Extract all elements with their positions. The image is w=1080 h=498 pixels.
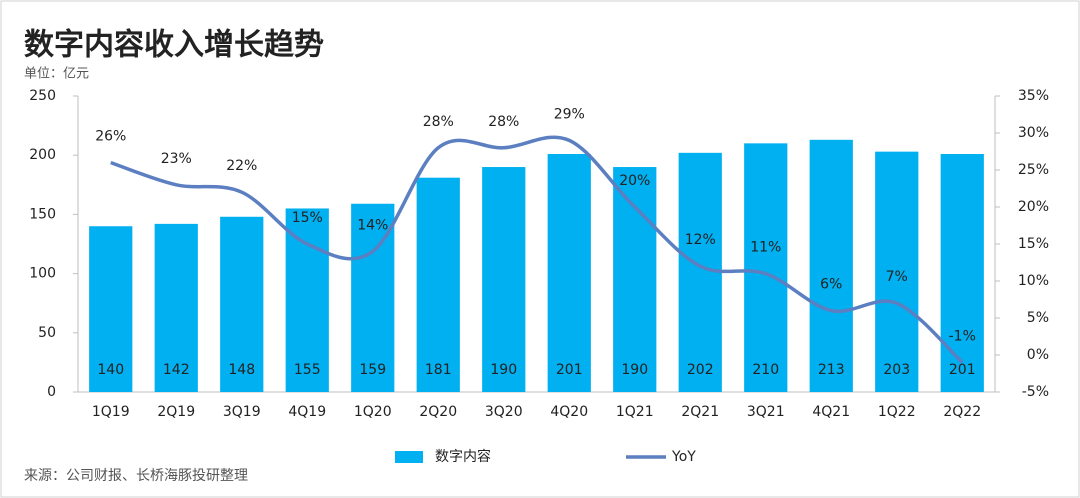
y-tick-label: 200 bbox=[29, 147, 56, 163]
bar-value-label: 190 bbox=[621, 362, 648, 378]
legend-label: 数字内容 bbox=[435, 448, 491, 465]
bar bbox=[875, 151, 919, 392]
bar-value-label: 142 bbox=[163, 362, 190, 378]
bar-value-label: 181 bbox=[425, 362, 452, 378]
bar bbox=[809, 139, 853, 392]
bar-value-label: 210 bbox=[752, 362, 779, 378]
y-tick-label: 0 bbox=[47, 384, 56, 400]
x-tick-label: 4Q19 bbox=[288, 404, 326, 420]
y2-tick-label: 5% bbox=[1027, 310, 1049, 326]
line-value-label: 14% bbox=[357, 217, 388, 233]
line-value-label: 23% bbox=[161, 151, 192, 167]
y-tick-label: 150 bbox=[29, 206, 56, 222]
line-value-label: 26% bbox=[95, 129, 126, 145]
bar-value-label: 148 bbox=[228, 362, 255, 378]
line-value-label: 20% bbox=[619, 173, 650, 189]
bar bbox=[154, 223, 198, 392]
line-value-label: -1% bbox=[949, 328, 976, 344]
x-tick-label: 3Q20 bbox=[485, 404, 523, 420]
line-value-label: 28% bbox=[488, 114, 519, 130]
bar-value-label: 213 bbox=[818, 362, 845, 378]
bar bbox=[613, 167, 657, 392]
y2-tick-label: -5% bbox=[1022, 384, 1049, 400]
x-tick-label: 2Q19 bbox=[157, 404, 195, 420]
x-tick-label: 2Q21 bbox=[681, 404, 719, 420]
bar-value-label: 201 bbox=[556, 362, 583, 378]
y2-tick-label: 30% bbox=[1018, 125, 1049, 141]
line-value-label: 12% bbox=[685, 232, 716, 248]
y2-tick-label: 15% bbox=[1018, 236, 1049, 252]
bar bbox=[744, 143, 788, 392]
line-value-label: 29% bbox=[554, 106, 585, 122]
bar-value-label: 203 bbox=[883, 362, 910, 378]
y2-tick-label: 10% bbox=[1018, 273, 1049, 289]
bar-value-label: 201 bbox=[949, 362, 976, 378]
bar bbox=[285, 208, 329, 392]
y2-tick-label: 0% bbox=[1027, 347, 1049, 363]
y-tick-label: 50 bbox=[38, 325, 56, 341]
bar bbox=[482, 167, 526, 392]
source-note: 来源：公司财报、长桥海豚投研整理 bbox=[24, 468, 248, 484]
bar-value-label: 202 bbox=[687, 362, 714, 378]
bar-value-label: 155 bbox=[294, 362, 321, 378]
line bbox=[110, 135, 964, 364]
x-tick-label: 1Q22 bbox=[878, 404, 916, 420]
line-value-label: 15% bbox=[292, 210, 323, 226]
line-value-label: 22% bbox=[226, 158, 257, 174]
x-tick-label: 1Q19 bbox=[92, 404, 130, 420]
legend-label: YoY bbox=[671, 449, 696, 465]
y2-tick-label: 20% bbox=[1018, 199, 1049, 215]
line-value-label: 6% bbox=[820, 277, 842, 293]
x-tick-label: 3Q21 bbox=[747, 404, 785, 420]
bar bbox=[940, 154, 984, 392]
y2-tick-label: 25% bbox=[1018, 162, 1049, 178]
bar bbox=[220, 216, 264, 392]
bar bbox=[547, 154, 591, 392]
bar-value-label: 190 bbox=[490, 362, 517, 378]
y-tick-label: 250 bbox=[29, 88, 56, 104]
y2-tick-label: 35% bbox=[1018, 88, 1049, 104]
y-tick-label: 100 bbox=[29, 266, 56, 282]
bar bbox=[416, 177, 460, 392]
x-tick-label: 4Q21 bbox=[812, 404, 850, 420]
x-tick-label: 2Q20 bbox=[419, 404, 457, 420]
x-tick-label: 1Q21 bbox=[616, 404, 654, 420]
line-value-label: 28% bbox=[423, 114, 454, 130]
unit-label: 单位：亿元 bbox=[24, 67, 89, 82]
bar-value-label: 159 bbox=[359, 362, 386, 378]
legend-swatch bbox=[395, 451, 423, 463]
chart-title: 数字内容收入增长趋势 bbox=[24, 28, 324, 63]
bar bbox=[89, 226, 133, 392]
line-value-label: 11% bbox=[750, 240, 781, 256]
line-value-label: 7% bbox=[886, 269, 908, 285]
x-tick-label: 3Q19 bbox=[223, 404, 261, 420]
x-tick-label: 2Q22 bbox=[943, 404, 981, 420]
bar-value-label: 140 bbox=[97, 362, 124, 378]
x-tick-label: 4Q20 bbox=[550, 404, 588, 420]
x-tick-label: 1Q20 bbox=[354, 404, 392, 420]
